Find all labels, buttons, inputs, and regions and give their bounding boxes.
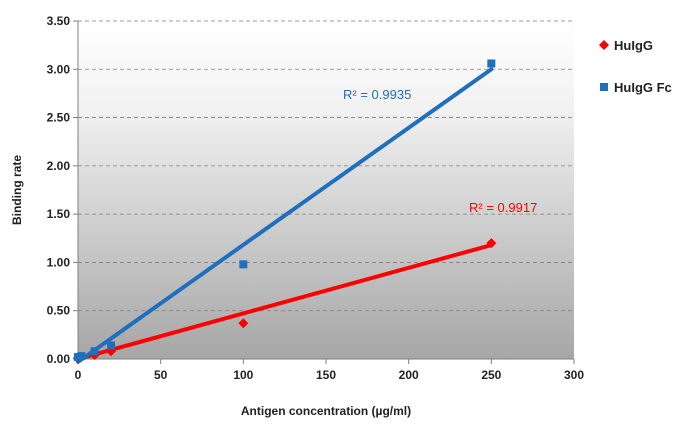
data-point-huigg-fc [90,347,99,356]
legend-marker [599,40,609,50]
y-tick-label: 1.50 [47,207,71,221]
y-tick-label: 1.00 [47,255,71,269]
data-point-huigg [486,238,497,249]
axes: 0.00 0.50 1.00 1.50 2.00 2.50 3.00 3.50 0 50 100 15… [10,14,584,418]
data-point-huigg-fc [107,341,116,350]
y-tick-label: 3.00 [47,62,71,76]
trendline-huigg [76,243,494,361]
trendlines [76,67,494,364]
y-tick-label: 0.00 [47,352,71,366]
data-point-huigg-fc [239,260,248,269]
data-point-huigg-fc [77,352,86,361]
labels: R² = 0.9917 R² = 0.9935 [343,87,537,215]
x-tick-label: 300 [564,368,584,382]
x-axis-title: Antigen concentration (µg/ml) [241,404,411,418]
data-point-huigg-fc [487,59,496,68]
r2-label: R² = 0.9917 [469,200,537,215]
x-tick-label: 150 [316,368,336,382]
legend: HuIgG HuIgG Fc [599,38,672,95]
y-tick-label: 3.50 [47,14,71,28]
r2-label: R² = 0.9935 [343,87,411,102]
x-tick-label: 50 [154,368,168,382]
x-tick-label: 100 [233,368,253,382]
x-tick-label: 250 [481,368,501,382]
y-axis-title: Binding rate [10,155,24,225]
legend-marker [600,83,608,91]
data-points [73,59,497,364]
legend-label: HuIgG [614,38,653,53]
x-tick-label: 0 [75,368,82,382]
y-tick-label: 0.50 [47,304,71,318]
data-point-huigg [238,318,249,329]
y-tick-label: 2.50 [47,111,71,125]
x-tick-label: 200 [399,368,419,382]
trendline-huigg-fc [76,67,494,364]
grid-lines [78,20,574,312]
legend-label: HuIgG Fc [614,80,672,95]
y-tick-label: 2.00 [47,159,71,173]
